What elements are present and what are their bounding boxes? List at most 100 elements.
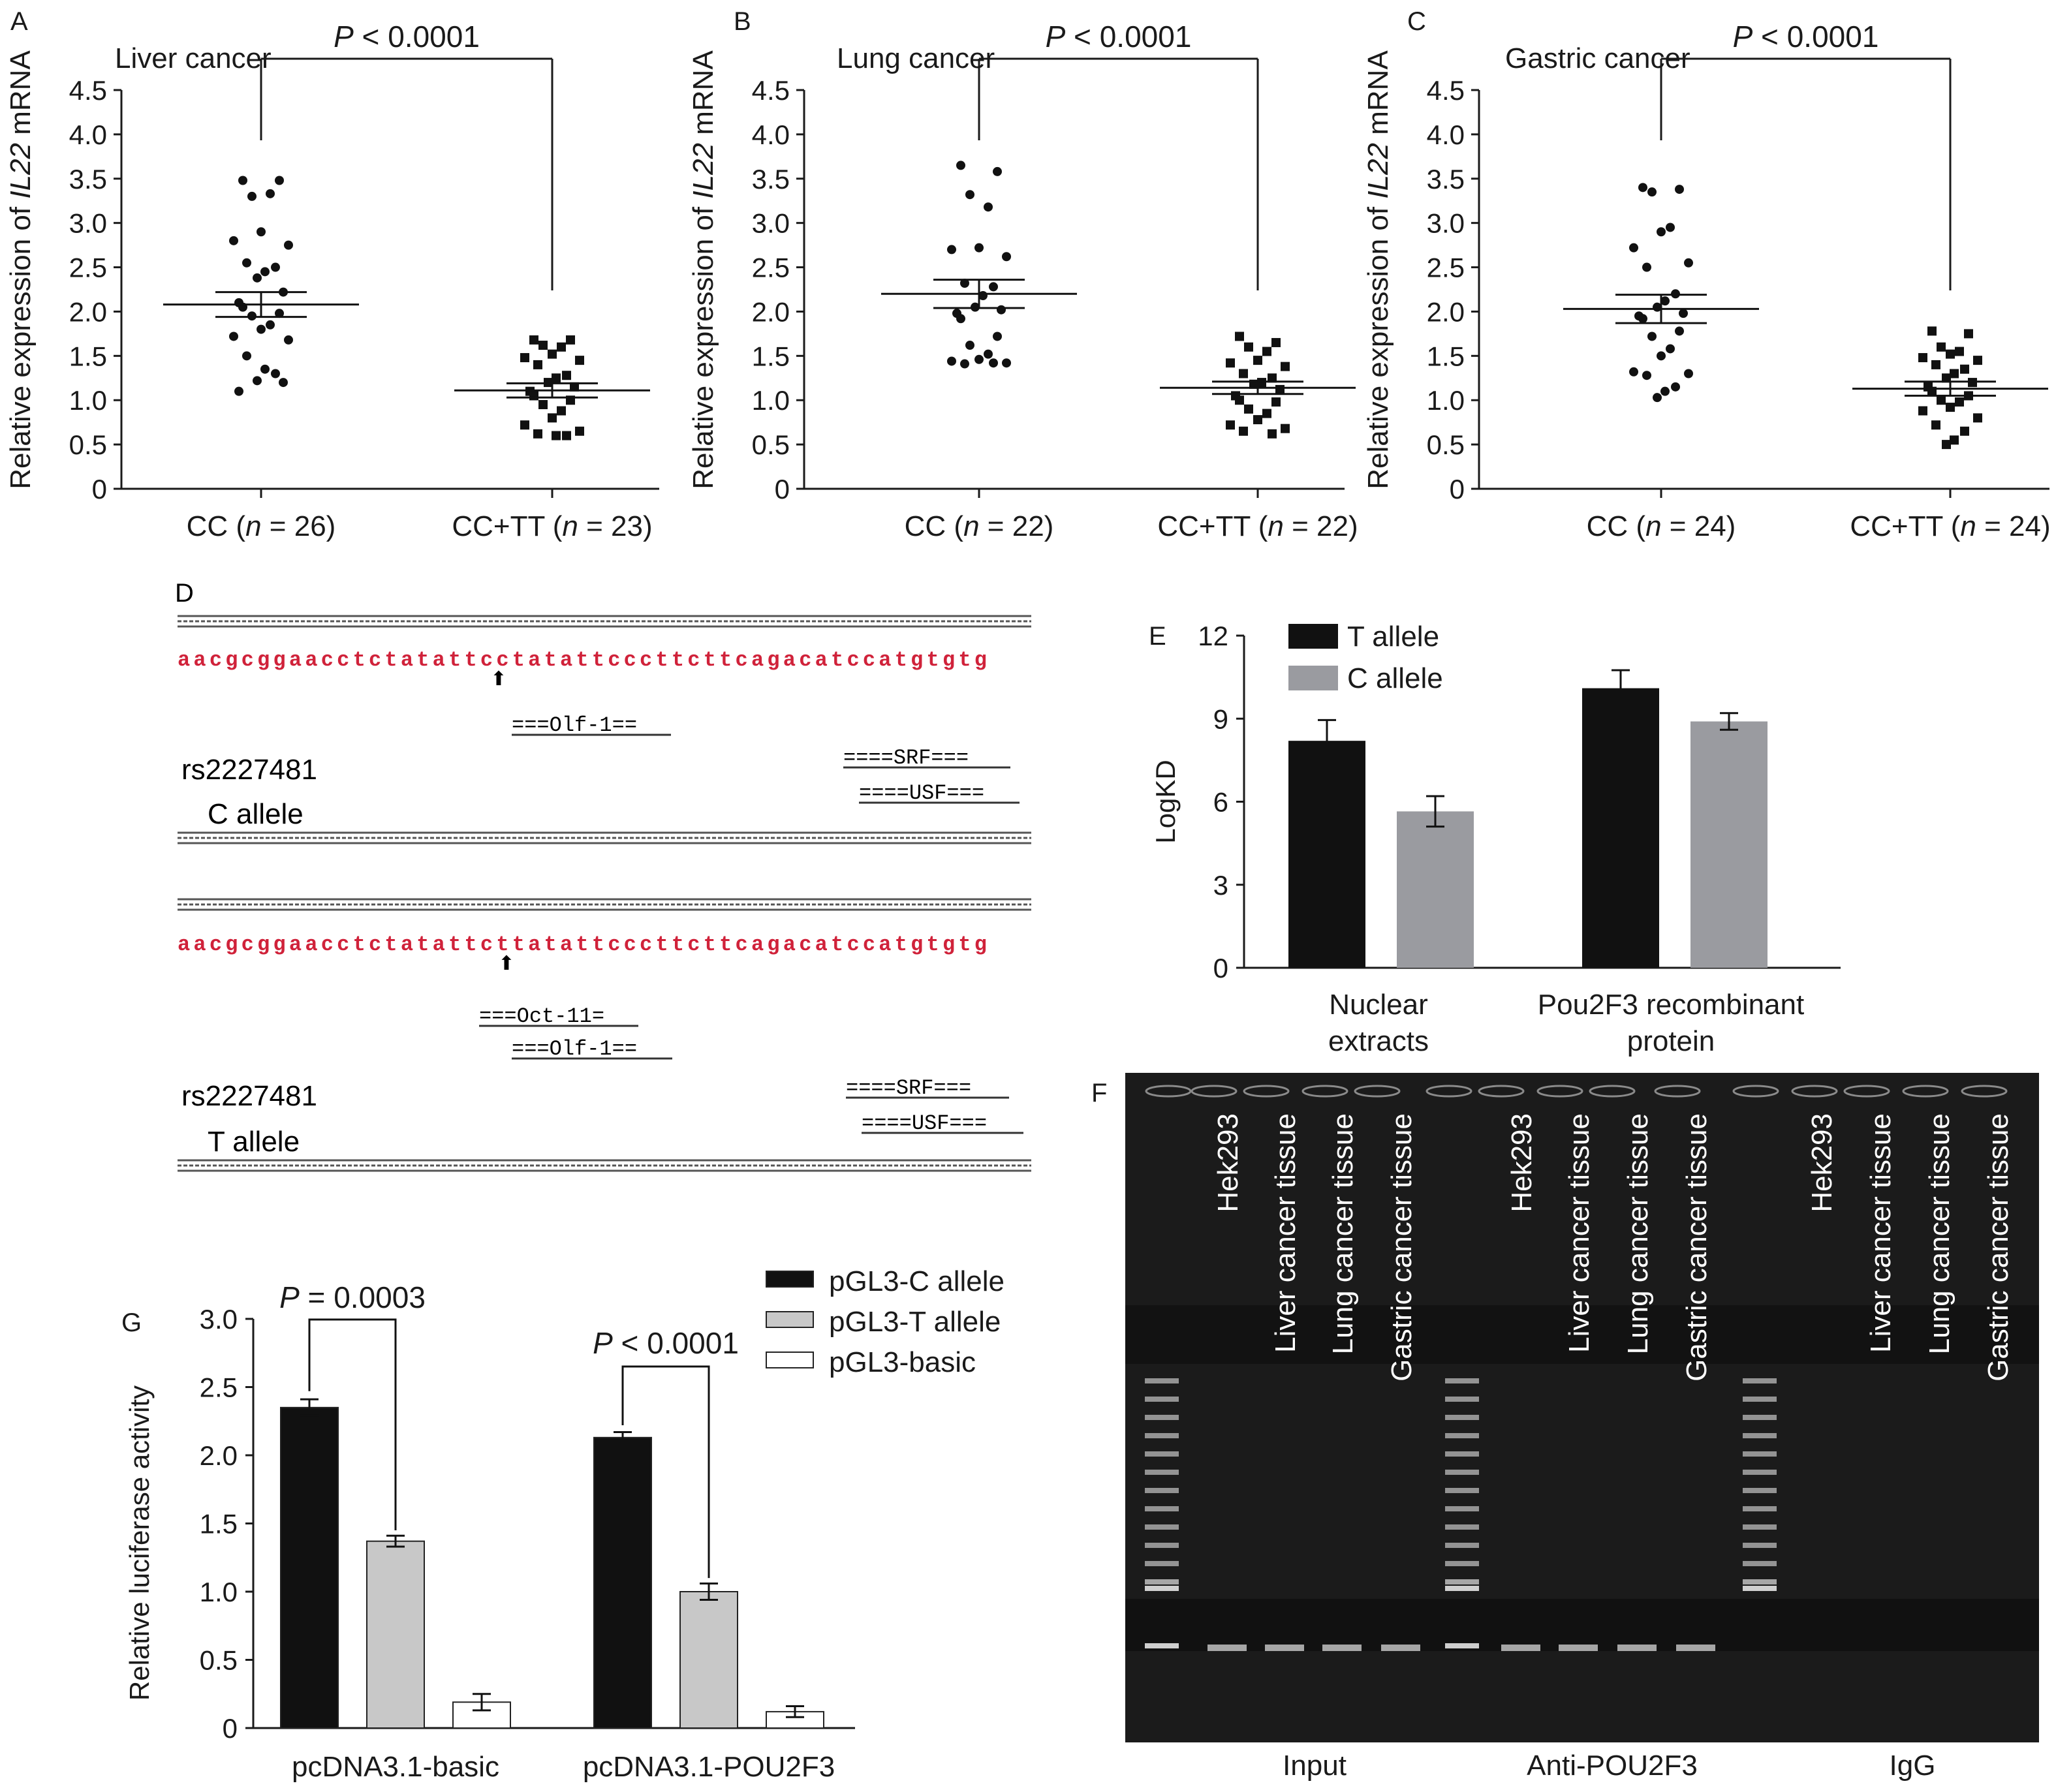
text-span: P [593, 1326, 613, 1360]
ladder-band [1145, 1433, 1179, 1438]
data-point [1931, 360, 1940, 369]
x-tick-label: CC+TT (n = 23) [452, 510, 652, 542]
data-point [989, 282, 998, 292]
y-tick-label: 1.5 [200, 1509, 238, 1539]
text-span: P [1733, 20, 1753, 54]
data-point [960, 359, 969, 369]
data-point [548, 349, 557, 359]
data-point [1271, 337, 1281, 347]
ladder-band [1445, 1415, 1479, 1420]
text-span: mRNA [1362, 50, 1394, 143]
x-tick-label: extracts [1328, 1025, 1429, 1057]
data-point [1239, 426, 1248, 436]
y-tick-label: 4.0 [69, 119, 107, 150]
ladder-band [1445, 1643, 1479, 1648]
ladder-band [1743, 1524, 1777, 1530]
data-point [1235, 395, 1244, 405]
lane-label: Liver cancer tissue [1563, 1113, 1595, 1353]
legend-swatch [766, 1352, 814, 1368]
data-point [1275, 384, 1285, 394]
data-point [965, 341, 974, 350]
ladder-band [1145, 1378, 1179, 1383]
data-point [947, 356, 956, 366]
text-span: = 22) [1284, 510, 1358, 542]
panel-letter: A [10, 7, 28, 36]
text-span: Relative expression of [687, 199, 719, 489]
data-point [1653, 393, 1662, 403]
ladder-band [1743, 1561, 1777, 1566]
ladder-band [1145, 1643, 1179, 1648]
panel-e-bar-chart: E 0 3 6 9 12 LogKD T allele C allele Nuclear extra… [1149, 621, 1841, 1057]
ladder-band [1145, 1415, 1179, 1420]
x-tick-label: CC (n = 26) [187, 510, 336, 542]
data-point [1918, 353, 1927, 363]
ladder-band [1743, 1579, 1777, 1584]
data-point [1660, 296, 1670, 306]
y-tick-label: 0.5 [200, 1645, 238, 1676]
data-point [1262, 409, 1271, 418]
panel-letter: G [121, 1308, 142, 1337]
data-point [1638, 314, 1647, 324]
panel-letter: C [1407, 7, 1426, 36]
data-point [1942, 440, 1951, 450]
y-axis-label: Relative expression of IL22 mRNA [687, 50, 719, 489]
data-point [1235, 332, 1244, 341]
text-span: = 26) [262, 510, 336, 542]
legend-swatch [1288, 624, 1338, 649]
site-srf: ====SRF=== [843, 746, 1010, 770]
gel-well [1902, 1085, 1949, 1098]
text-span: n [1645, 510, 1661, 542]
data-point [253, 273, 262, 283]
y-tick-label: 2.0 [752, 296, 790, 327]
ladder-band [1445, 1433, 1479, 1438]
sample-band [1559, 1645, 1598, 1651]
ladder-band [1743, 1415, 1777, 1420]
panel-d-sequence: D aacgcggaacctctatattcctatattcccttcttcag… [175, 579, 1031, 1172]
data-point [1226, 420, 1235, 430]
data-point [989, 358, 998, 368]
data-point [1946, 349, 1955, 359]
data-point [1629, 367, 1638, 377]
site-usf: ====USF=== [859, 781, 1020, 805]
significance-bracket [621, 1365, 710, 1579]
y-tick-label: 0.5 [752, 429, 790, 460]
text-span: mRNA [687, 50, 719, 143]
panel-letter: F [1091, 1079, 1107, 1107]
data-point [1647, 187, 1657, 197]
y-tick-label: 3.0 [200, 1304, 238, 1335]
gel-group-label: Input [1283, 1750, 1347, 1782]
data-point [956, 314, 965, 324]
data-point [997, 305, 1006, 315]
y-tick-label: 1.0 [69, 385, 107, 416]
y-tick-label: 3.5 [1427, 164, 1465, 194]
ladder-band [1743, 1397, 1777, 1402]
text-span: P [1046, 20, 1066, 54]
data-point [520, 420, 529, 430]
data-point [1964, 329, 1973, 339]
x-tick-label: protein [1627, 1025, 1715, 1057]
data-point [533, 429, 542, 439]
data-point [257, 227, 266, 237]
sequence-c: aacgcggaacctctatattcctatattcccttcttcagac… [178, 648, 987, 672]
bar [1288, 741, 1365, 968]
site-label: ====SRF=== [843, 746, 969, 770]
data-point [1955, 397, 1964, 407]
ladder-band [1445, 1524, 1479, 1530]
y-tick-label: 0 [1213, 953, 1228, 983]
lane-label: Gastric cancer tissue [1982, 1113, 2014, 1382]
y-tick-label: 3.5 [752, 164, 790, 194]
y-tick-label: 4.5 [69, 75, 107, 106]
ladder-band [1743, 1378, 1777, 1383]
ladder-band [1445, 1543, 1479, 1548]
panel-b-scatter: B Lung cancer 0 0.5 1.0 1.5 2.0 2.5 3.0 3.5 4.0 4.5… [687, 7, 1358, 542]
y-tick-label: 0 [223, 1713, 238, 1744]
text-span: < 0.0001 [1752, 20, 1878, 54]
ladder-band [1145, 1488, 1179, 1493]
y-tick-label: 2.0 [200, 1440, 238, 1471]
data-point [960, 278, 969, 288]
site-srf: ====SRF=== [846, 1076, 1009, 1100]
data-point [984, 202, 993, 212]
y-axis-label: LogKD [1150, 760, 1181, 843]
text-span: = 0.0003 [300, 1280, 426, 1314]
